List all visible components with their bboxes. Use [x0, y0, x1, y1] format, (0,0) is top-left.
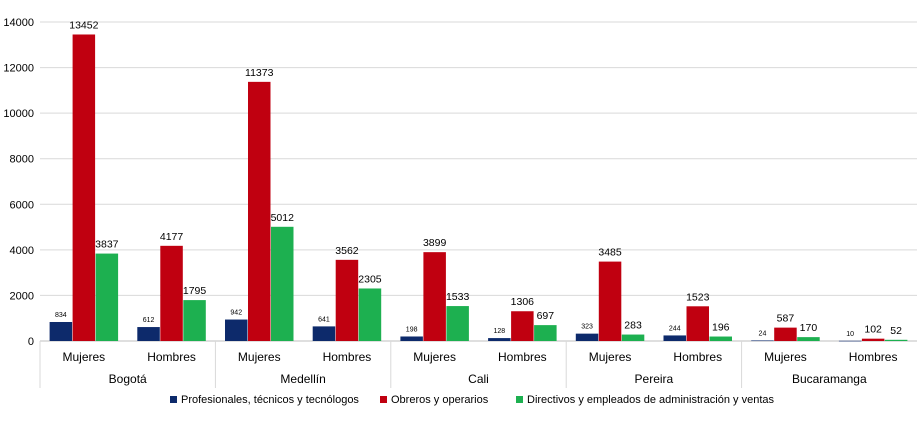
bar: [709, 336, 732, 341]
bar: [446, 306, 469, 341]
data-label: 641: [318, 316, 330, 323]
data-label: 1523: [686, 291, 710, 303]
data-label: 1795: [183, 285, 207, 297]
data-label: 1306: [511, 296, 535, 308]
data-label: 198: [406, 326, 418, 333]
x-subcategory-label: Hombres: [673, 350, 722, 364]
legend: Profesionales, técnicos y tecnólogos Obre…: [170, 394, 775, 406]
data-label: 3485: [598, 247, 622, 259]
data-label: 128: [494, 328, 506, 335]
bar: [663, 335, 686, 341]
bar: [72, 34, 96, 341]
data-label: 3899: [423, 237, 447, 249]
y-tick-label: 8000: [10, 154, 34, 166]
y-tick-label: 4000: [10, 245, 34, 257]
x-subcategory-label: Mujeres: [63, 350, 106, 364]
data-label: 942: [230, 310, 242, 317]
x-subcategory-label: Mujeres: [238, 350, 281, 364]
legend-swatch: [516, 396, 523, 403]
bar: [575, 333, 599, 341]
y-axis-ticks: 0 2000 4000 6000 8000 10000 12000 14000: [3, 17, 34, 348]
data-label: 323: [581, 324, 593, 331]
data-label: 612: [143, 317, 155, 324]
legend-swatch: [170, 396, 177, 403]
data-label: 52: [890, 325, 902, 337]
data-label: 5012: [271, 212, 295, 224]
bar: [838, 340, 862, 342]
y-tick-label: 0: [28, 336, 34, 348]
data-label: 283: [624, 320, 642, 332]
bar: [511, 311, 534, 341]
data-label: 13452: [69, 19, 98, 31]
data-label: 834: [55, 312, 67, 319]
bar: [861, 338, 885, 341]
gridlines: [40, 21, 917, 342]
legend-label: Obreros y operarios: [391, 394, 489, 406]
x-subcategory-label: Hombres: [849, 350, 898, 364]
bar: [884, 339, 908, 341]
bar: [400, 336, 423, 341]
data-label: 11373: [245, 67, 274, 79]
data-label: 697: [537, 310, 555, 322]
data-label: 170: [800, 322, 818, 334]
y-tick-label: 2000: [10, 290, 34, 302]
data-label: 10: [846, 331, 854, 338]
bar: [598, 261, 622, 341]
bar: [797, 337, 820, 341]
bar: [358, 288, 382, 341]
x-city-label: Bogotá: [109, 372, 147, 386]
x-subcategory-label: Mujeres: [764, 350, 807, 364]
data-label: 102: [864, 324, 882, 336]
bar: [335, 259, 359, 341]
legend-swatch: [380, 396, 387, 403]
x-city-label: Bucaramanga: [792, 372, 867, 386]
x-city-label: Medellín: [280, 372, 325, 386]
y-tick-label: 10000: [3, 108, 34, 120]
bar: [225, 319, 248, 341]
y-tick-label: 14000: [3, 17, 34, 29]
data-label: 196: [712, 322, 730, 334]
legend-label: Profesionales, técnicos y tecnólogos: [181, 394, 359, 406]
bar: [49, 321, 73, 341]
data-label: 587: [777, 313, 795, 325]
x-axis: Mujeres Hombres Mujeres Hombres Mujeres Hombr…: [39, 341, 898, 388]
bar: [271, 226, 294, 341]
legend-label: Directivos y empleados de administración…: [527, 394, 775, 406]
bar: [621, 334, 645, 341]
x-city-label: Cali: [468, 372, 489, 386]
data-label: 24: [759, 330, 767, 337]
bar: [751, 340, 774, 342]
bars: [49, 34, 908, 342]
x-subcategory-label: Hombres: [147, 350, 196, 364]
bar: [774, 327, 797, 341]
bar: [183, 300, 206, 341]
y-tick-label: 6000: [10, 199, 34, 211]
bar: [160, 245, 183, 341]
bar: [686, 306, 709, 341]
data-label: 3562: [335, 245, 359, 257]
data-label: 4177: [160, 231, 184, 243]
x-subcategory-label: Mujeres: [413, 350, 456, 364]
y-tick-label: 12000: [3, 63, 34, 75]
x-subcategory-label: Hombres: [323, 350, 372, 364]
data-label: 3837: [95, 239, 119, 251]
x-city-label: Pereira: [635, 372, 674, 386]
bar: [248, 81, 271, 342]
bar: [534, 325, 557, 341]
data-label: 244: [669, 325, 681, 332]
x-subcategory-label: Mujeres: [589, 350, 632, 364]
bar: [488, 338, 511, 341]
bar: [137, 327, 160, 341]
bar: [312, 326, 336, 341]
data-label: 2305: [358, 273, 382, 285]
bar: [423, 252, 446, 341]
data-labels: 834 612 942 641 198 128 323 244 24 10 13452 4177 113…: [55, 19, 902, 337]
x-subcategory-label: Hombres: [498, 350, 547, 364]
data-label: 1533: [446, 291, 470, 303]
bar: [95, 253, 119, 341]
